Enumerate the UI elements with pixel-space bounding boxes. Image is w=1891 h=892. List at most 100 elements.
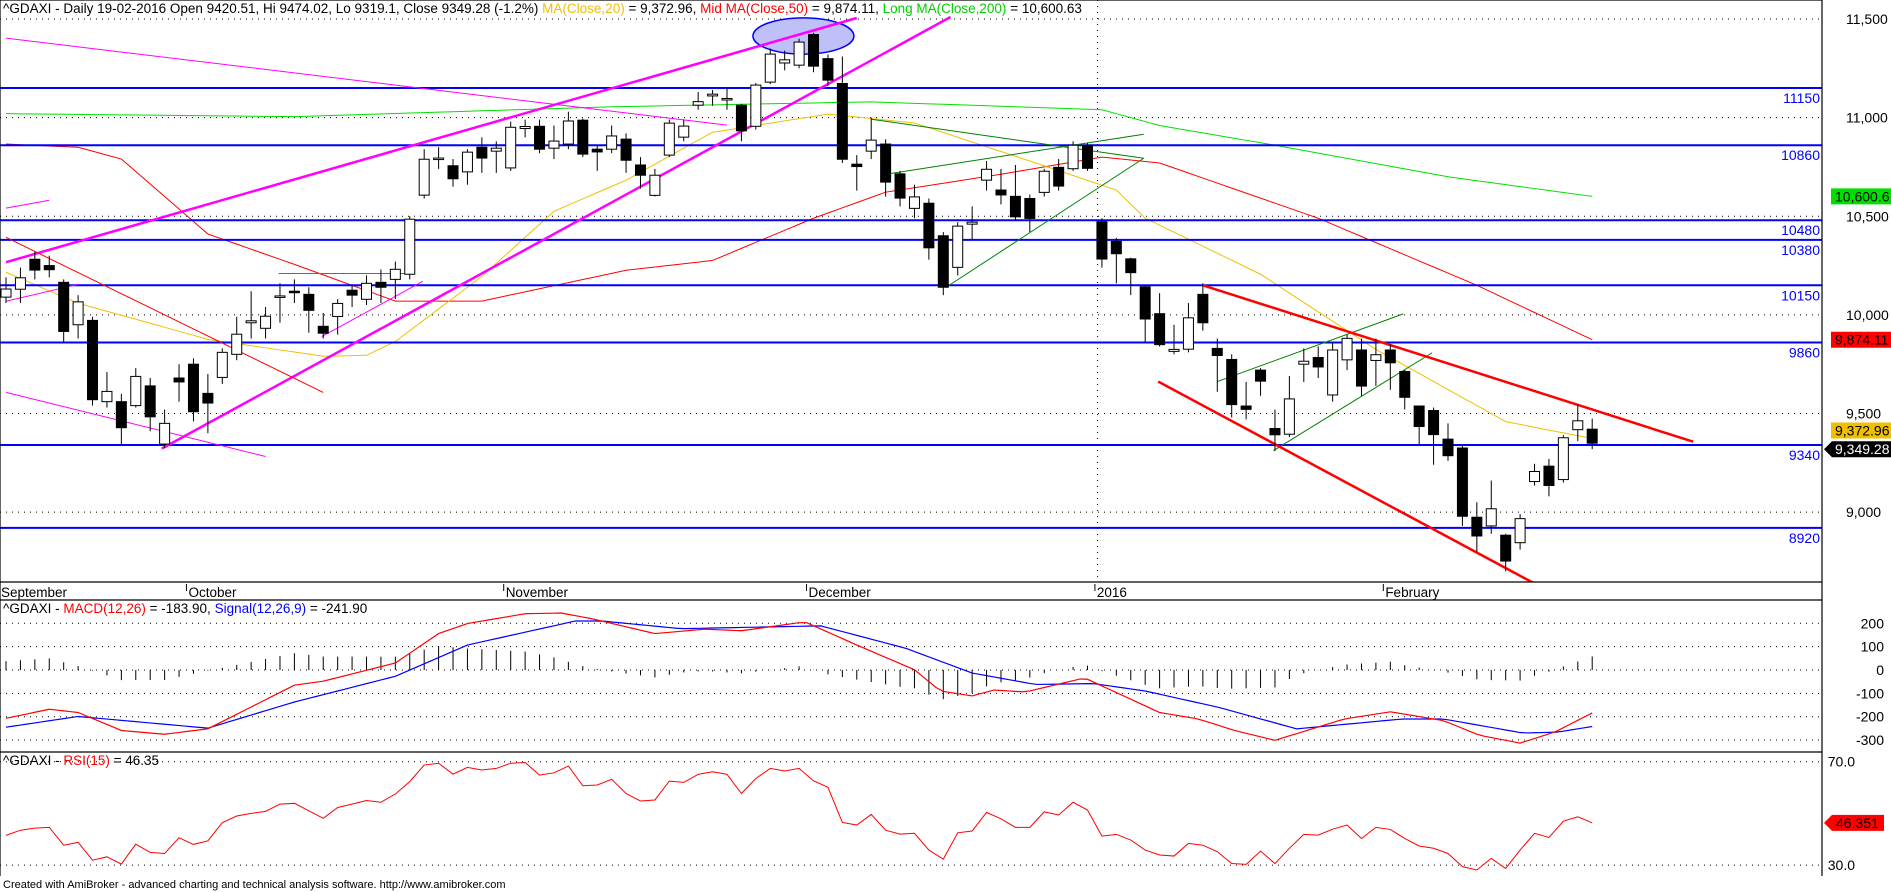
candle	[1182, 303, 1194, 353]
candle	[995, 168, 1007, 205]
macd-tick-label: 200	[1861, 615, 1885, 631]
candle-body-down	[937, 235, 949, 288]
candle	[981, 161, 993, 191]
trendline-green-thin[interactable]	[885, 133, 1144, 175]
candle-body-down	[303, 293, 315, 311]
trendline-magenta-thin[interactable]	[5, 391, 266, 457]
candle	[505, 121, 517, 171]
macd-tick-label: -300	[1856, 732, 1884, 748]
candle-body-up	[1370, 354, 1382, 361]
ma200-line	[5, 101, 1593, 197]
candle	[937, 232, 949, 296]
candle	[1226, 354, 1238, 418]
trendline-green-thin[interactable]	[1273, 352, 1433, 452]
trendline-magenta-thick[interactable]	[161, 15, 952, 450]
candle-body-down	[1312, 356, 1324, 368]
candle-body-up	[1327, 349, 1339, 396]
candle	[29, 251, 41, 280]
candle	[519, 119, 531, 138]
price-value-tag	[1831, 188, 1891, 205]
candle	[1514, 514, 1526, 550]
candle	[375, 269, 387, 304]
candle	[1096, 218, 1108, 268]
candle	[260, 306, 272, 339]
candle-body-up	[505, 126, 517, 169]
candle	[880, 139, 892, 197]
header-ma20-value: = 9,372.96,	[625, 1, 700, 16]
candle	[173, 364, 185, 402]
trendline-magenta-thin[interactable]	[5, 199, 50, 209]
rsi-header-value: = 46.35	[110, 753, 159, 768]
candle	[490, 141, 502, 173]
candle-body-up	[663, 122, 675, 156]
candle	[721, 88, 733, 110]
trendline-magenta-thin[interactable]	[5, 37, 728, 126]
candle-body-down	[1586, 428, 1598, 444]
candle	[1283, 376, 1295, 438]
date-label: December	[809, 585, 872, 600]
candle	[461, 149, 473, 185]
rsi-header-prefix: ^GDAXI -	[3, 753, 63, 768]
ma50-line	[5, 143, 1593, 341]
candle	[418, 149, 430, 199]
candle-body-up	[750, 84, 762, 127]
macd-pane[interactable]	[0, 612, 1822, 744]
candle	[908, 184, 920, 219]
trendline-magenta-thin[interactable]	[321, 280, 423, 338]
trendline-magenta-thick[interactable]	[5, 16, 858, 264]
candle-body-down	[894, 173, 906, 199]
candle	[1456, 445, 1468, 526]
rsi-pane[interactable]	[0, 761, 1822, 871]
candle-body-up	[966, 221, 978, 225]
candle-body-down	[1226, 358, 1238, 406]
level-label: 10380	[1781, 242, 1820, 258]
candle-body-down	[375, 281, 387, 288]
level-label: 9340	[1789, 447, 1820, 463]
trendline-green-thin[interactable]	[945, 157, 1145, 288]
candle-body-down	[1082, 144, 1093, 169]
candle-body-up	[908, 196, 920, 209]
candle-body-up	[548, 140, 560, 149]
candle-body-down	[836, 83, 848, 160]
candle-body-down	[187, 363, 199, 413]
candle	[1500, 533, 1512, 572]
candle-body-up	[1168, 348, 1180, 352]
candle-body-down	[447, 165, 459, 180]
candle	[1154, 293, 1166, 347]
header-ma20-label: MA(Close,20)	[542, 1, 625, 16]
candle	[1240, 381, 1252, 420]
candle	[808, 32, 820, 73]
candle-body-up	[332, 302, 344, 317]
price-pane[interactable]: 11150 10860 10480 10380 10150 9860 9340 8920	[0, 0, 1822, 583]
candle	[159, 409, 171, 449]
candle-body-down	[880, 143, 892, 183]
candle-body-up	[101, 390, 113, 403]
date-axis: September October November December 2016 Febr…	[1, 584, 1440, 600]
candle-body-up	[404, 218, 416, 275]
candle	[779, 50, 791, 71]
trendline-red-thick[interactable]	[1157, 380, 1534, 583]
rsi-line	[5, 761, 1593, 871]
candle-body-down	[1355, 349, 1367, 387]
candle	[865, 117, 877, 160]
candle-body-up	[779, 59, 791, 64]
trendline-red-thick[interactable]	[1202, 284, 1694, 443]
candle	[0, 277, 12, 304]
candle	[1557, 435, 1569, 483]
candle	[72, 295, 84, 339]
candle-body-up	[1298, 360, 1310, 365]
level-label: 10150	[1781, 287, 1820, 303]
candle-body-down	[995, 189, 1007, 196]
trendline-red-thin[interactable]	[5, 236, 324, 393]
candle	[1485, 480, 1497, 534]
trendline-green-thin[interactable]	[871, 118, 1144, 159]
macd-tick-label: -200	[1856, 709, 1884, 725]
candle-body-down	[173, 377, 185, 383]
candle	[476, 137, 488, 173]
date-label: February	[1385, 585, 1439, 600]
candle	[187, 358, 199, 422]
candle	[1038, 168, 1050, 197]
trendline-green-thin[interactable]	[1217, 313, 1404, 383]
candle-body-up	[14, 277, 26, 290]
candle	[851, 155, 863, 191]
